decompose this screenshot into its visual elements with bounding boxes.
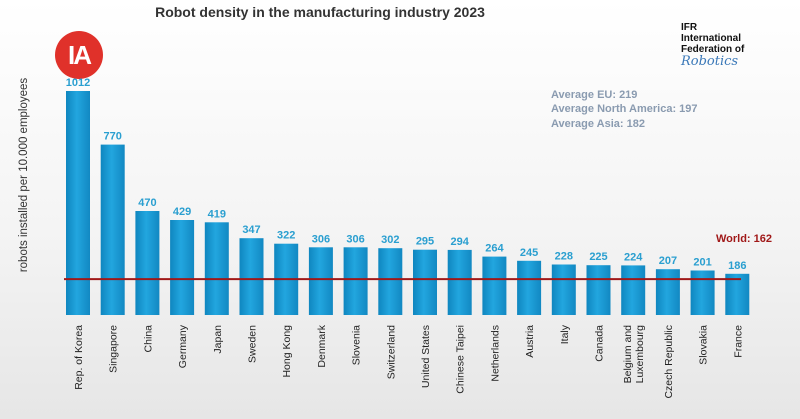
bar — [621, 265, 646, 315]
x-tick-label-line: Netherlands — [489, 325, 501, 382]
x-tick-label: Austria — [524, 325, 536, 358]
x-tick-label: Hong Kong — [281, 325, 293, 378]
x-tick-label: Singapore — [108, 325, 120, 373]
x-tick-label-line: United States — [420, 325, 432, 388]
bar — [482, 256, 507, 315]
ia-logo: IA — [55, 31, 103, 79]
x-tick-label: Denmark — [316, 324, 328, 367]
x-tick-label-line: Austria — [524, 325, 536, 358]
x-tick-label: Germany — [177, 324, 189, 368]
chart-title: Robot density in the manufacturing indus… — [155, 4, 485, 20]
average-eu-label: Average EU: 219 — [551, 89, 637, 101]
x-tick-label-line: Luxembourg — [634, 325, 646, 384]
x-tick-labels-group: Rep. of Korea Singapore China Germany Japan S… — [73, 324, 744, 398]
data-label: 186 — [728, 260, 746, 272]
x-tick-label: China — [142, 325, 154, 353]
x-tick-label: France — [732, 325, 744, 358]
x-tick-label: United States — [420, 325, 432, 388]
bar — [239, 238, 264, 315]
x-tick-label-line: Denmark — [316, 324, 328, 367]
data-label: 207 — [659, 255, 677, 267]
data-label: 302 — [381, 234, 399, 246]
x-tick-label-line: Switzerland — [385, 325, 397, 379]
ifr-logo-robotics: Robotics — [681, 54, 739, 69]
x-tick-label-line: Sweden — [247, 325, 259, 363]
data-label: 225 — [589, 251, 607, 263]
x-tick-label-line: Chinese Taipei — [455, 325, 467, 394]
bar — [170, 220, 195, 315]
data-label: 770 — [104, 131, 122, 143]
bar — [725, 273, 750, 315]
bar — [517, 260, 542, 315]
x-tick-label: Chinese Taipei — [455, 325, 467, 394]
y-axis-label: robots installed per 10.000 employees — [18, 78, 30, 273]
data-label: 224 — [624, 251, 643, 263]
x-tick-label-line: Germany — [177, 324, 189, 368]
bar — [447, 249, 472, 315]
bar — [551, 264, 576, 315]
x-tick-label: Belgium andLuxembourg — [622, 325, 646, 384]
bar — [378, 248, 403, 315]
x-tick-label-line: Canada — [594, 325, 606, 362]
bars-group — [66, 91, 750, 315]
bar — [655, 269, 680, 315]
data-label: 419 — [208, 208, 226, 220]
data-label: 295 — [416, 236, 434, 248]
x-tick-label-line: China — [142, 325, 154, 353]
data-label: 306 — [312, 233, 330, 245]
x-tick-label: Netherlands — [489, 325, 501, 382]
bar — [66, 91, 90, 315]
data-labels-group: 1012 770 470 429 419 347 322 306 306 302 295 294 264… — [66, 77, 747, 272]
data-label: 264 — [485, 243, 504, 255]
data-label: 294 — [451, 236, 470, 248]
x-tick-label: Japan — [212, 325, 224, 354]
ifr-logo-line2: International — [681, 33, 742, 44]
bar — [343, 247, 368, 315]
bar — [100, 144, 125, 315]
data-label: 429 — [173, 206, 191, 218]
bar — [690, 270, 715, 315]
x-tick-label-line: France — [732, 325, 744, 358]
x-tick-label-line: Belgium and — [622, 325, 634, 384]
average-north-america-label: Average North America: 197 — [551, 103, 698, 115]
x-tick-label-line: Slovakia — [698, 325, 710, 365]
data-label: 1012 — [66, 77, 90, 89]
data-label: 322 — [277, 230, 295, 242]
data-label: 228 — [555, 251, 573, 263]
ifr-logo-line1: IFR — [681, 22, 698, 33]
bar — [308, 247, 333, 315]
data-label: 201 — [693, 257, 711, 269]
bar — [413, 249, 437, 315]
x-tick-label-line: Rep. of Korea — [73, 325, 85, 390]
x-tick-label: Slovenia — [351, 325, 363, 365]
x-tick-label-line: Singapore — [108, 325, 120, 373]
data-label: 347 — [242, 224, 260, 236]
ifr-logo: IFR International Federation of Robotics — [681, 22, 791, 69]
x-tick-label: Canada — [594, 325, 606, 362]
average-asia-label: Average Asia: 182 — [551, 118, 645, 130]
bar — [135, 211, 160, 315]
x-tick-label-line: Italy — [559, 324, 571, 344]
x-tick-label-line: Hong Kong — [281, 325, 293, 378]
x-tick-label: Italy — [559, 324, 571, 344]
x-tick-label: Sweden — [247, 325, 259, 363]
world-average-label: World: 162 — [716, 233, 772, 245]
x-tick-label: Czech Republic — [663, 325, 675, 399]
x-tick-label: Switzerland — [385, 325, 397, 379]
data-label: 306 — [346, 233, 364, 245]
x-tick-label: Slovakia — [698, 325, 710, 365]
bar — [586, 265, 611, 315]
x-tick-label-line: Czech Republic — [663, 325, 675, 399]
bar — [204, 222, 229, 315]
x-tick-label-line: Slovenia — [351, 325, 363, 365]
data-label: 470 — [138, 197, 156, 209]
ifr-logo-line3: Federation of — [681, 44, 745, 55]
x-tick-label: Rep. of Korea — [73, 325, 85, 390]
data-label: 245 — [520, 247, 538, 259]
x-tick-label-line: Japan — [212, 325, 224, 354]
